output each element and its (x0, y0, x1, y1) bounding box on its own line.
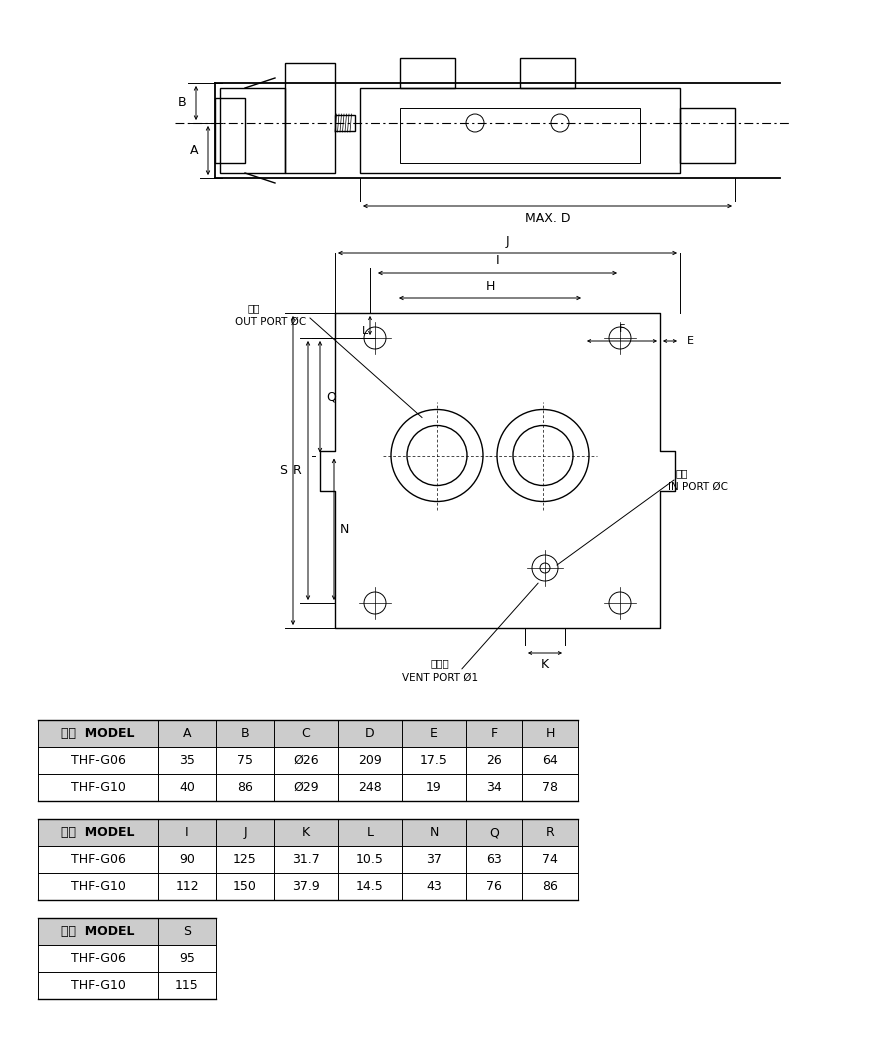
Text: 75: 75 (237, 754, 253, 767)
Text: 112: 112 (175, 880, 199, 893)
Bar (38, 720, 578, 747)
Text: THF-G06: THF-G06 (71, 754, 125, 767)
Text: 64: 64 (542, 754, 558, 767)
Text: S: S (183, 925, 191, 938)
Text: 37: 37 (426, 853, 442, 866)
Text: 型式  MODEL: 型式 MODEL (61, 925, 135, 938)
Text: THF-G10: THF-G10 (71, 979, 125, 992)
Text: THF-G10: THF-G10 (71, 880, 125, 893)
Text: K: K (302, 826, 310, 839)
Text: 209: 209 (358, 754, 382, 767)
Text: 76: 76 (486, 880, 502, 893)
Text: 248: 248 (358, 781, 382, 794)
Bar (335, 115, 355, 131)
Text: N: N (429, 826, 439, 839)
Text: 34: 34 (486, 781, 502, 794)
Bar (285, 63, 335, 173)
Text: THF-G10: THF-G10 (71, 781, 125, 794)
Text: Q: Q (489, 826, 499, 839)
Text: K: K (541, 658, 549, 672)
Text: F: F (618, 324, 625, 334)
Bar (360, 88, 680, 173)
Text: 遙控孔: 遙控孔 (431, 658, 449, 668)
Text: MAX. D: MAX. D (525, 212, 570, 224)
Text: 入口: 入口 (675, 468, 688, 478)
Bar (38, 818, 578, 846)
Text: 出口: 出口 (248, 303, 260, 313)
Text: 14.5: 14.5 (357, 880, 384, 893)
Text: 型式  MODEL: 型式 MODEL (61, 727, 135, 740)
Text: H: H (485, 280, 495, 292)
Bar (400, 108, 640, 163)
Text: E: E (687, 336, 694, 346)
Text: 63: 63 (486, 853, 502, 866)
Text: 86: 86 (237, 781, 253, 794)
Text: E: E (430, 727, 438, 740)
Bar (220, 88, 285, 173)
Text: 95: 95 (179, 952, 195, 965)
Text: 78: 78 (542, 781, 558, 794)
Text: B: B (177, 96, 186, 109)
Text: B: B (241, 727, 250, 740)
Text: THF-G06: THF-G06 (71, 853, 125, 866)
Text: 40: 40 (179, 781, 195, 794)
Text: Q: Q (326, 390, 336, 403)
Bar (680, 108, 735, 163)
Text: L: L (366, 826, 373, 839)
Bar (400, 58, 455, 88)
Text: 35: 35 (179, 754, 195, 767)
Text: R: R (546, 826, 555, 839)
Text: 19: 19 (426, 781, 442, 794)
Text: I: I (496, 255, 499, 267)
Text: H: H (546, 727, 555, 740)
Bar (215, 99, 245, 163)
Text: R: R (293, 464, 302, 477)
Bar (520, 58, 575, 88)
Text: Ø26: Ø26 (293, 754, 319, 767)
Text: 125: 125 (233, 853, 257, 866)
Text: 26: 26 (486, 754, 502, 767)
Bar (38, 918, 216, 945)
Text: 150: 150 (233, 880, 257, 893)
Text: Ø29: Ø29 (293, 781, 319, 794)
Text: 10.5: 10.5 (356, 853, 384, 866)
Text: J: J (505, 235, 509, 247)
Text: N: N (340, 523, 350, 536)
Text: 型式  MODEL: 型式 MODEL (61, 826, 135, 839)
Text: S: S (279, 464, 287, 477)
Text: OUT PORT ØC: OUT PORT ØC (235, 316, 307, 327)
Text: THF-G06: THF-G06 (71, 952, 125, 965)
Text: 90: 90 (179, 853, 195, 866)
Text: I: I (185, 826, 189, 839)
Text: A: A (189, 144, 198, 157)
Text: 17.5: 17.5 (420, 754, 448, 767)
Text: 74: 74 (542, 853, 558, 866)
Text: IN PORT ØC: IN PORT ØC (668, 482, 728, 492)
Text: F: F (491, 727, 498, 740)
Text: A: A (183, 727, 191, 740)
Text: C: C (301, 727, 310, 740)
Text: 37.9: 37.9 (292, 880, 320, 893)
Text: 115: 115 (175, 979, 199, 992)
Text: 86: 86 (542, 880, 558, 893)
Text: D: D (365, 727, 375, 740)
Text: VENT PORT Ø1: VENT PORT Ø1 (402, 673, 478, 683)
Text: L: L (362, 326, 368, 335)
Text: J: J (244, 826, 247, 839)
Text: 31.7: 31.7 (292, 853, 320, 866)
Text: 43: 43 (426, 880, 442, 893)
